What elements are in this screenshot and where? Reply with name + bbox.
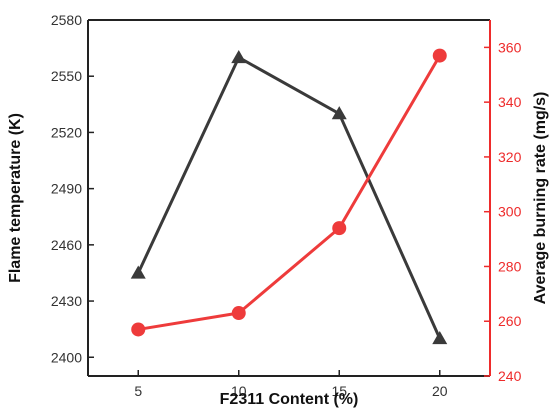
left-y-axis-label: Flame temperature (K) xyxy=(7,113,24,283)
left-axis-ticks: 2400 2430 2460 2490 2520 2550 2580 xyxy=(51,12,94,365)
x-tick-label: 10 xyxy=(231,383,247,399)
x-axis-ticks: 5 10 15 20 xyxy=(134,370,448,399)
right-axis-ticks: 240 260 280 300 320 340 360 xyxy=(484,39,522,384)
data-point-circle xyxy=(231,306,246,321)
right-tick-label: 300 xyxy=(498,204,522,220)
x-tick-label: 5 xyxy=(134,383,142,399)
right-tick-label: 320 xyxy=(498,149,522,165)
left-tick-label: 2580 xyxy=(51,12,82,28)
left-tick-label: 2490 xyxy=(51,181,82,197)
x-tick-label: 15 xyxy=(331,383,347,399)
right-tick-label: 240 xyxy=(498,368,522,384)
left-tick-label: 2400 xyxy=(51,349,82,365)
left-tick-label: 2430 xyxy=(51,293,82,309)
series-line-burning-rate xyxy=(138,54,442,331)
data-point-circle xyxy=(131,322,146,337)
data-point-triangle xyxy=(331,106,347,120)
data-point-circle xyxy=(432,48,447,63)
right-tick-label: 280 xyxy=(498,258,522,274)
plot-frame xyxy=(87,19,491,377)
data-point-triangle xyxy=(130,265,146,279)
data-point-circle xyxy=(332,221,347,236)
right-tick-label: 340 xyxy=(498,94,522,110)
series-layer xyxy=(130,48,448,345)
left-tick-label: 2550 xyxy=(51,68,82,84)
left-tick-label: 2520 xyxy=(51,124,82,140)
right-tick-label: 360 xyxy=(498,39,522,55)
left-tick-label: 2460 xyxy=(51,237,82,253)
x-axis-label: F2311 Content (%) xyxy=(220,391,359,408)
right-tick-label: 260 xyxy=(498,313,522,329)
x-tick-label: 20 xyxy=(432,383,448,399)
right-y-axis-label: Average burning rate (mg/s) xyxy=(532,92,549,305)
series-line-flame-temperature xyxy=(136,55,442,340)
data-point-triangle xyxy=(432,331,448,345)
data-point-triangle xyxy=(231,49,247,64)
